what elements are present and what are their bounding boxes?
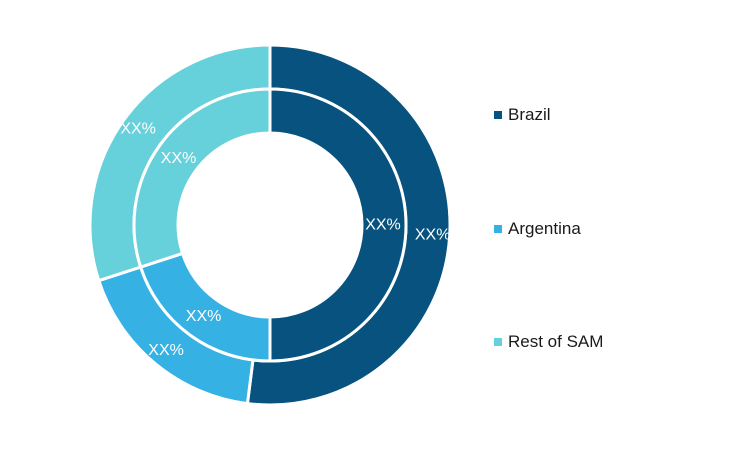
chart-legend: Brazil Argentina Rest of SAM [494, 0, 734, 451]
legend-item-argentina: Argentina [494, 217, 581, 241]
outer-label-rest-of-sam: XX% [120, 121, 156, 138]
legend-swatch-brazil [494, 111, 502, 119]
inner-slice-rest-of-sam [132, 87, 272, 269]
inner-label-brazil: XX% [365, 217, 401, 234]
legend-swatch-argentina [494, 225, 502, 233]
legend-swatch-rest-of-sam [494, 338, 502, 346]
outer-label-brazil: XX% [415, 227, 451, 244]
inner-label-rest-of-sam: XX% [161, 150, 197, 167]
legend-label-rest-of-sam: Rest of SAM [508, 332, 604, 351]
inner-label-argentina: XX% [186, 308, 222, 325]
legend-item-rest-of-sam: Rest of SAM [494, 330, 603, 354]
legend-label-argentina: Argentina [508, 219, 581, 238]
outer-label-argentina: XX% [148, 342, 184, 359]
legend-item-brazil: Brazil [494, 103, 551, 127]
legend-label-brazil: Brazil [508, 105, 551, 124]
inner-slice-brazil [268, 87, 408, 363]
